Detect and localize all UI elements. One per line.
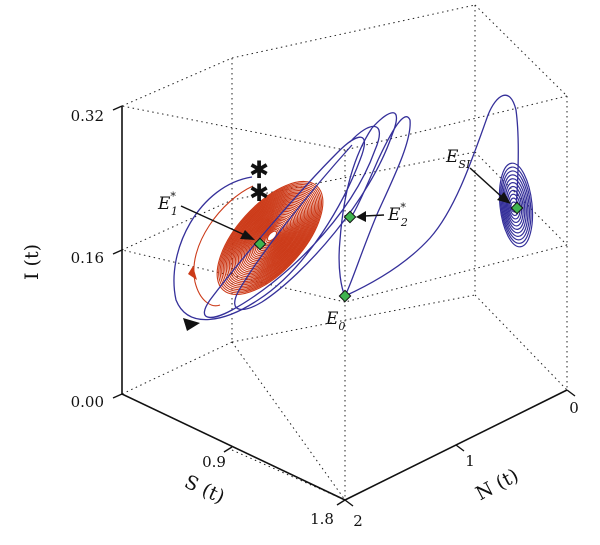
blue-spiral-ring (501, 170, 531, 241)
z-tick-label: 0.16 (71, 249, 104, 267)
y-tick-label: 1 (465, 452, 475, 470)
initial-star-2: ✱ (249, 179, 269, 207)
y-tick-label: 0 (569, 399, 579, 417)
y-axis-label: N (t) (472, 464, 522, 505)
blue-spiral-ring (505, 185, 524, 227)
x-axis-line (121, 393, 346, 501)
label-E2: E* 2 (387, 201, 408, 229)
annotation-arrows (180, 167, 511, 240)
red-spiral-ring (251, 215, 292, 258)
red-spiral-ring (247, 211, 296, 263)
blue-spiral-ring (498, 162, 534, 248)
x-tick-label: 0.9 (202, 453, 226, 471)
blue-mid-loop (234, 112, 398, 311)
blue-spiral-ring (506, 189, 523, 224)
blue-outer-loop (173, 125, 381, 321)
blue-spiral-ring (504, 182, 526, 230)
red-spiral-ring (254, 218, 289, 255)
z-tick-label: 0.32 (71, 107, 104, 125)
red-spiral-ring (253, 217, 290, 257)
label-E1: E* 1 (157, 190, 178, 218)
axes (112, 105, 576, 507)
label-ESI: ESI (445, 147, 471, 171)
equilibrium-ESI-marker (510, 201, 524, 215)
blue-spiral-ring (503, 178, 527, 234)
x-tick-label: 1.8 (310, 510, 334, 528)
red-spiral-ring (242, 206, 300, 268)
initial-star-1: ✱ (249, 156, 269, 184)
z-axis-label: I (t) (21, 244, 43, 280)
red-spiral-ring (239, 203, 303, 271)
red-spiral-ring (244, 208, 299, 266)
label-E0: E0 (325, 309, 345, 333)
equilibrium-E2-marker (343, 210, 357, 224)
x-axis-label: S (t) (181, 471, 228, 508)
blue-spike (344, 116, 411, 297)
blue-to-E0 (338, 127, 373, 297)
equilibrium-markers (253, 201, 524, 303)
red-arrowhead (188, 266, 197, 280)
blue-arrowhead (183, 318, 200, 331)
blue-spiral-ring (502, 174, 529, 237)
red-spiral-ring (240, 204, 301, 270)
equilibrium-E1-marker (253, 237, 267, 251)
blue-to-ESI (344, 94, 519, 297)
red-spiral-ring (250, 214, 293, 260)
equilibrium-E0-marker (338, 289, 352, 303)
blue-spiral-ring (500, 166, 532, 244)
red-spiral-ring (245, 209, 297, 265)
y-tick-label: 2 (353, 512, 363, 530)
blue-trajectory (173, 94, 534, 331)
blue-spiral (498, 162, 534, 248)
z-tick-label: 0.00 (71, 393, 104, 411)
red-spiral-ring (256, 220, 287, 253)
red-spiral-ring (237, 201, 304, 273)
red-spiral-ring (248, 212, 294, 261)
